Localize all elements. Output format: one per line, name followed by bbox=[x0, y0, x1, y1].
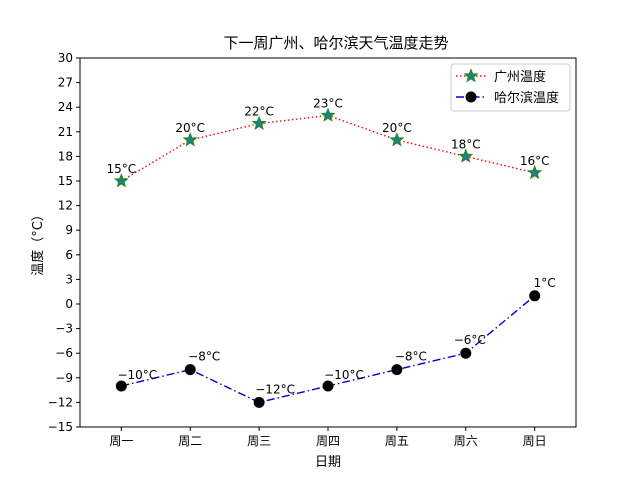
x-tick-label: 周三 bbox=[247, 434, 271, 448]
data-label: −10°C bbox=[117, 368, 157, 382]
data-point-circle bbox=[391, 364, 403, 376]
data-point-circle bbox=[115, 380, 127, 392]
y-tick-label: 24 bbox=[58, 100, 73, 114]
y-tick-label: 9 bbox=[65, 223, 73, 237]
data-label: 1°C bbox=[534, 276, 556, 290]
x-tick-label: 周二 bbox=[178, 434, 202, 448]
data-point-circle bbox=[460, 347, 472, 359]
data-point-star bbox=[251, 115, 267, 130]
x-tick-label: 周一 bbox=[109, 434, 133, 448]
y-tick-label: 3 bbox=[65, 272, 73, 286]
data-point-circle bbox=[253, 396, 265, 408]
data-label: 23°C bbox=[313, 96, 343, 110]
y-tick-label: 0 bbox=[65, 297, 73, 311]
data-point-star bbox=[320, 107, 336, 122]
x-tick-label: 周日 bbox=[523, 434, 547, 448]
y-tick-label: −12 bbox=[48, 395, 73, 409]
y-tick-label: 27 bbox=[58, 76, 73, 90]
data-label: 22°C bbox=[244, 105, 274, 119]
data-label: −12°C bbox=[255, 382, 295, 396]
data-point-circle bbox=[529, 290, 541, 302]
y-axis-label: 温度（°C） bbox=[30, 208, 46, 276]
data-point-star bbox=[113, 173, 129, 188]
y-tick-label: 30 bbox=[58, 51, 73, 65]
chart-title: 下一周广州、哈尔滨天气温度走势 bbox=[223, 34, 448, 52]
legend-swatch-guangzhou-marker bbox=[463, 68, 479, 83]
data-point-star bbox=[389, 132, 405, 147]
data-point-circle bbox=[322, 380, 334, 392]
legend-entry-guangzhou: 广州温度 bbox=[456, 68, 546, 85]
legend-label-harbin: 哈尔滨温度 bbox=[494, 90, 559, 106]
y-axis-ticks: −15 −12 −9 −6 −3 0 3 6 9 12 15 18 21 24 27 30 bbox=[48, 51, 80, 434]
data-point-circle bbox=[184, 364, 196, 376]
data-label: −10°C bbox=[324, 368, 364, 382]
data-label: 15°C bbox=[107, 162, 137, 176]
x-axis-ticks: 周一 周二 周三 周四 周五 周六 周日 bbox=[109, 427, 547, 448]
data-label: 16°C bbox=[520, 154, 550, 168]
data-label: 18°C bbox=[451, 137, 481, 151]
legend-swatch-harbin-marker bbox=[465, 91, 477, 103]
y-tick-label: −6 bbox=[55, 346, 73, 360]
y-tick-label: 6 bbox=[65, 248, 73, 262]
x-tick-label: 周四 bbox=[316, 434, 340, 448]
y-tick-label: 12 bbox=[58, 199, 73, 213]
legend-entry-harbin: 哈尔滨温度 bbox=[456, 90, 559, 106]
x-tick-label: 周五 bbox=[385, 434, 409, 448]
data-point-star bbox=[182, 132, 198, 147]
y-tick-label: −15 bbox=[48, 420, 73, 434]
legend: 广州温度 哈尔滨温度 bbox=[450, 63, 571, 112]
data-label: 20°C bbox=[175, 121, 205, 135]
data-label: −6°C bbox=[454, 333, 486, 347]
x-tick-label: 周六 bbox=[454, 434, 478, 448]
y-tick-label: −9 bbox=[55, 371, 73, 385]
data-label: −8°C bbox=[395, 350, 427, 364]
series-layer bbox=[113, 107, 543, 408]
x-axis-label: 日期 bbox=[315, 455, 341, 470]
y-tick-label: −3 bbox=[55, 322, 73, 336]
data-label: 20°C bbox=[382, 121, 412, 135]
data-labels: 15°C 20°C 22°C 23°C 20°C 18°C 16°C −10°C −8°C −12… bbox=[107, 96, 556, 396]
legend-label-guangzhou: 广州温度 bbox=[494, 69, 546, 85]
y-tick-label: 18 bbox=[58, 149, 73, 163]
y-tick-label: 15 bbox=[58, 174, 73, 188]
y-tick-label: 21 bbox=[58, 125, 73, 139]
data-point-star bbox=[527, 164, 543, 180]
data-point-star bbox=[458, 148, 474, 163]
data-label: −8°C bbox=[188, 350, 220, 364]
